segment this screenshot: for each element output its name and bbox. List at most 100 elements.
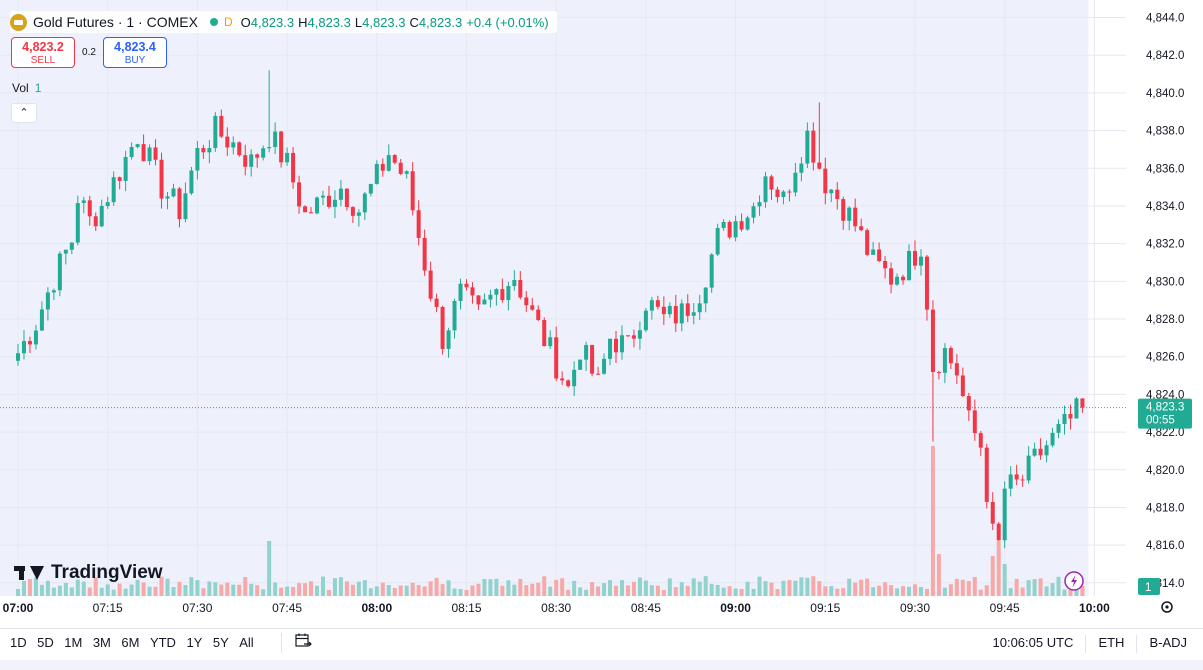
volume-bar — [153, 586, 158, 596]
candle-body — [512, 279, 517, 287]
volume-bar — [1026, 580, 1031, 596]
buy-button[interactable]: 4,823.4 BUY — [103, 37, 167, 68]
candle-body — [769, 176, 774, 190]
candle-body — [853, 207, 858, 227]
candlestick-chart[interactable]: 4,814.04,816.04,818.04,820.04,822.04,824… — [0, 0, 1203, 630]
volume-bar — [332, 578, 337, 596]
candle-body — [763, 176, 768, 203]
chevron-up-icon[interactable]: ⌃ — [11, 103, 37, 123]
lightning-icon-glyph — [1071, 575, 1077, 588]
volume-bar — [315, 585, 319, 596]
candle-body — [530, 305, 535, 310]
volume-legend[interactable]: Vol 1 — [12, 81, 41, 95]
range-ytd[interactable]: YTD — [149, 635, 176, 650]
tradingview-logo[interactable]: TradingView — [14, 562, 163, 584]
candle-body — [201, 148, 206, 153]
range-1d[interactable]: 1D — [10, 635, 27, 650]
utc-clock[interactable]: 10:06:05 UTC — [992, 635, 1074, 650]
volume-bar — [488, 579, 493, 596]
range-all[interactable]: All — [239, 635, 254, 650]
volume-bar — [494, 578, 499, 596]
toolbar-divider — [281, 633, 282, 653]
volume-bar — [751, 588, 756, 596]
candle-body — [1038, 448, 1043, 456]
range-5d[interactable]: 5D — [37, 635, 54, 650]
tradingview-logo-icon — [14, 566, 44, 580]
volume-bar — [213, 582, 218, 596]
y-tick-label: 4,832.0 — [1146, 239, 1184, 251]
y-tick-label: 4,844.0 — [1146, 13, 1184, 25]
volume-tag[interactable] — [1138, 578, 1160, 595]
price-scale[interactable] — [1126, 0, 1203, 600]
last-price-tag[interactable] — [1138, 398, 1192, 429]
volume-bar — [936, 554, 941, 596]
candle-body — [602, 358, 607, 374]
candle-body — [721, 221, 726, 229]
volume-value: 1 — [34, 81, 42, 95]
chart-area[interactable]: 4,814.0 4,816.0 4,818.0 4,820.0 4,822.0 4,824… — [0, 0, 1203, 630]
candle-body — [111, 177, 116, 203]
candle-body — [907, 251, 912, 281]
volume-bar — [279, 587, 284, 596]
candle-body — [572, 369, 577, 387]
volume-bar — [291, 586, 296, 596]
symbol-title[interactable]: Gold Futures · 1 · COMEX — [33, 14, 198, 30]
candle-body — [195, 148, 200, 171]
volume-bar — [1038, 578, 1043, 596]
candle-body — [1020, 479, 1025, 481]
candle-body — [141, 144, 146, 162]
volume-bar — [470, 585, 475, 596]
range-5y[interactable]: 5Y — [212, 635, 229, 650]
range-1m[interactable]: 1M — [64, 635, 83, 650]
session-toggle[interactable]: ETH — [1098, 635, 1125, 650]
volume-bar — [362, 580, 367, 596]
candle-body — [691, 312, 696, 316]
candle-body — [392, 155, 397, 163]
candle-body — [434, 298, 439, 307]
volume-bar — [966, 581, 971, 596]
volume-bar — [1068, 587, 1073, 596]
range-6m[interactable]: 6M — [121, 635, 140, 650]
range-1y[interactable]: 1Y — [186, 635, 203, 650]
range-selector: 1D 5D 1M 3M 6M YTD 1Y 5Y All — [10, 635, 264, 650]
volume-bar — [476, 583, 481, 596]
y-tick-label: 4,822.0 — [1146, 427, 1184, 439]
candle-body — [631, 335, 636, 339]
volume-bar — [895, 588, 900, 596]
candle-body — [954, 363, 959, 376]
volume-bar — [901, 586, 906, 596]
candle-body — [75, 203, 80, 243]
volume-bar — [787, 580, 792, 596]
candle-body — [135, 144, 140, 147]
candle-body — [596, 373, 601, 375]
candle-body — [105, 202, 110, 207]
sell-button[interactable]: 4,823.2 SELL — [11, 37, 75, 68]
range-3m[interactable]: 3M — [92, 635, 111, 650]
volume-bar — [930, 446, 935, 596]
volume-bar — [763, 581, 768, 596]
gear-icon[interactable] — [1161, 601, 1173, 613]
candle-body — [338, 188, 343, 200]
y-tick-label: 4,818.0 — [1146, 502, 1184, 514]
y-tick-label: 4,830.0 — [1146, 276, 1184, 288]
adjustment-toggle[interactable]: B-ADJ — [1149, 635, 1187, 650]
candle-body — [255, 154, 260, 158]
gear-icon-center — [1165, 605, 1169, 609]
volume-bar — [135, 579, 140, 596]
volume-bar — [560, 578, 565, 596]
volume-bar — [380, 582, 385, 596]
candle-body — [841, 199, 846, 221]
volume-bar — [267, 541, 272, 596]
volume-bar — [811, 576, 816, 596]
volume-bar — [1014, 578, 1019, 596]
volume-bar — [93, 577, 98, 596]
volume-bar — [673, 587, 678, 596]
volume-bar — [566, 589, 571, 596]
candle-body — [273, 131, 278, 148]
last-price-value: 4,823.3 — [1146, 402, 1184, 414]
candle-body — [548, 337, 553, 347]
calendar-goto-icon[interactable] — [294, 632, 312, 650]
volume-bar — [57, 585, 62, 596]
delayed-badge[interactable]: D — [223, 15, 233, 29]
volume-bar — [709, 583, 714, 596]
